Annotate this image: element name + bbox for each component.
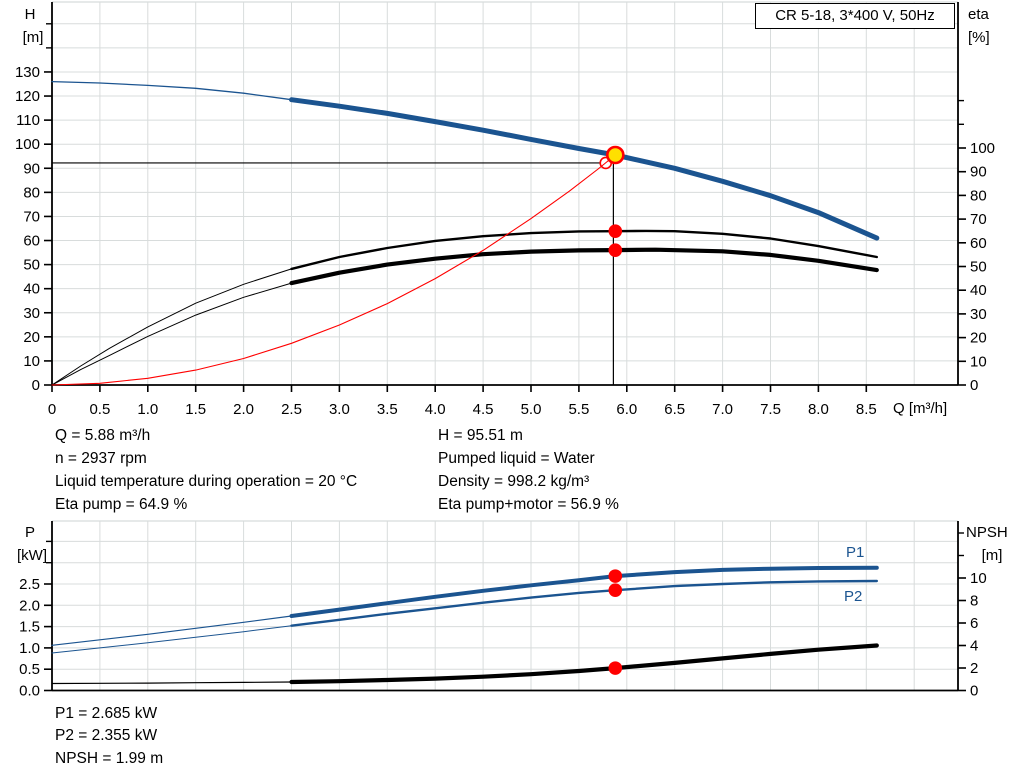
eta-pump-curve xyxy=(290,229,878,271)
right-tick-label: 8 xyxy=(970,593,978,610)
right-tick-label: 80 xyxy=(970,187,987,204)
left-tick-label: 130 xyxy=(15,64,40,81)
x-tick-label: 0.5 xyxy=(89,401,110,418)
x-tick-label: 7.0 xyxy=(712,401,733,418)
operating-point-dot xyxy=(608,224,623,238)
info-p1: P1 = 2.685 kW xyxy=(55,705,158,722)
x-tick-label: 8.0 xyxy=(808,401,829,418)
x-tick-label: 8.5 xyxy=(856,401,877,418)
pump-model-box: CR 5-18, 3*400 V, 50Hz xyxy=(755,3,955,29)
left-tick-label: 40 xyxy=(23,281,40,298)
system-curve xyxy=(51,154,616,386)
p2-curve-label: P2 xyxy=(844,588,863,605)
info-q: Q = 5.88 m³/h xyxy=(55,427,151,444)
operating-point-dot xyxy=(608,661,623,675)
h-axis-unit: [m] xyxy=(22,29,44,46)
eta-pump-motor-curve-thin xyxy=(51,282,292,386)
left-tick-label: 20 xyxy=(23,329,40,346)
x-tick-label: 3.5 xyxy=(377,401,398,418)
right-tick-label: 0 xyxy=(970,683,978,700)
right-tick-label: 40 xyxy=(970,282,987,299)
x-tick-label: 2.5 xyxy=(281,401,302,418)
info-density: Density = 998.2 kg/m³ xyxy=(438,473,590,490)
x-tick-label: 6.5 xyxy=(664,401,685,418)
info-eta-pump-motor: Eta pump+motor = 56.9 % xyxy=(438,496,619,513)
right-tick-label: 60 xyxy=(970,235,987,252)
eta-axis-unit: [%] xyxy=(968,29,990,46)
p-axis-unit: [kW] xyxy=(17,547,47,564)
x-tick-label: 0 xyxy=(48,401,56,418)
right-tick-label: 50 xyxy=(970,259,987,276)
right-tick-label: 20 xyxy=(970,330,987,347)
x-tick-label: 1.0 xyxy=(137,401,158,418)
left-tick-label: 90 xyxy=(23,160,40,177)
x-tick-label: 6.0 xyxy=(616,401,637,418)
p-axis-title: P xyxy=(24,524,35,541)
x-tick-label: 7.5 xyxy=(760,401,781,418)
left-tick-label: 100 xyxy=(15,136,40,153)
right-tick-label: 2 xyxy=(970,660,978,677)
info-npsh: NPSH = 1.99 m xyxy=(55,750,164,767)
right-tick-label: 70 xyxy=(970,211,987,228)
p1-curve-label: P1 xyxy=(846,544,865,561)
operating-point-dot xyxy=(608,569,623,583)
left-tick-label: 1.0 xyxy=(19,640,40,657)
left-tick-label: 1.5 xyxy=(19,619,40,636)
qh-curve xyxy=(289,97,880,241)
left-tick-label: 60 xyxy=(23,233,40,250)
x-tick-label: 5.0 xyxy=(521,401,542,418)
right-tick-label: 0 xyxy=(970,377,978,394)
left-tick-label: 10 xyxy=(23,353,40,370)
left-tick-label: 80 xyxy=(23,184,40,201)
q-axis-title: Q [m³/h] xyxy=(893,400,948,417)
right-tick-label: 4 xyxy=(970,638,978,655)
left-tick-label: 70 xyxy=(23,208,40,225)
npsh-curve-thin xyxy=(51,681,293,685)
info-p2: P2 = 2.355 kW xyxy=(55,727,158,744)
info-eta-pump: Eta pump = 64.9 % xyxy=(55,496,188,513)
left-tick-label: 0.5 xyxy=(19,661,40,678)
duty-point-marker xyxy=(606,145,625,165)
h-axis-title: H xyxy=(24,6,36,23)
right-tick-label: 90 xyxy=(970,164,987,181)
x-tick-label: 4.5 xyxy=(473,401,494,418)
left-tick-label: 110 xyxy=(16,112,40,129)
right-tick-label: 10 xyxy=(970,353,987,370)
operating-point-dot xyxy=(608,243,623,257)
p2-curve xyxy=(290,579,878,627)
qh-curve-thin xyxy=(51,80,293,101)
npsh-axis-title: NPSH xyxy=(966,524,1008,541)
left-tick-label: 50 xyxy=(23,257,40,274)
eta-axis-title: eta xyxy=(968,6,989,23)
p2-curve-thin xyxy=(51,625,292,654)
left-tick-label: 2.5 xyxy=(19,576,40,593)
p1-curve-thin xyxy=(51,615,293,646)
operating-point-dot xyxy=(608,583,623,597)
left-tick-label: 0.0 xyxy=(19,683,40,700)
npsh-curve xyxy=(289,643,879,685)
npsh-axis-unit: [m] xyxy=(981,547,1003,564)
x-tick-label: 2.0 xyxy=(233,401,254,418)
x-tick-label: 1.5 xyxy=(185,401,206,418)
left-tick-label: 120 xyxy=(15,88,40,105)
right-tick-label: 100 xyxy=(970,140,995,157)
x-tick-label: 3.0 xyxy=(329,401,350,418)
x-tick-label: 5.5 xyxy=(568,401,589,418)
info-liquid-temp: Liquid temperature during operation = 20… xyxy=(55,473,358,490)
right-tick-label: 6 xyxy=(970,615,978,632)
left-tick-label: 30 xyxy=(23,305,40,322)
info-pumped-liquid: Pumped liquid = Water xyxy=(438,450,595,467)
info-n: n = 2937 rpm xyxy=(55,450,147,467)
info-h: H = 95.51 m xyxy=(438,427,523,444)
left-tick-label: 0 xyxy=(32,377,40,394)
right-tick-label: 10 xyxy=(970,570,987,587)
right-tick-label: 30 xyxy=(970,306,987,323)
eta-pump-curve-thin xyxy=(51,268,292,386)
eta-pump-motor-curve xyxy=(289,247,879,286)
x-tick-label: 4.0 xyxy=(425,401,446,418)
left-tick-label: 2.0 xyxy=(19,597,40,614)
p1-curve xyxy=(289,565,879,618)
